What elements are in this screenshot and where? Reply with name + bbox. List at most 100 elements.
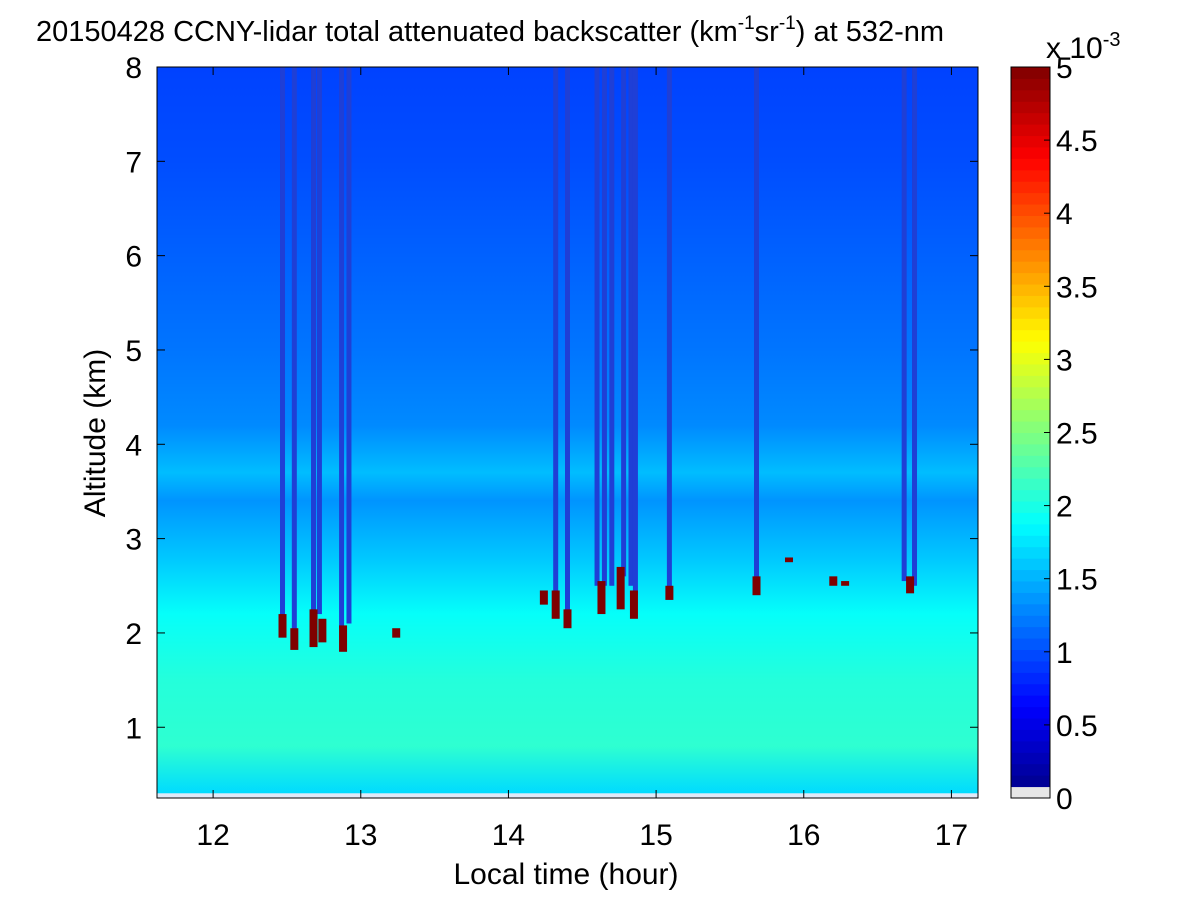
colorbar-band [1011, 398, 1050, 411]
colorbar-exponent: x 10-3 [1046, 29, 1121, 65]
colorbar-gradient [1011, 67, 1050, 799]
attenuated-column [912, 67, 918, 586]
colorbar-band [1011, 67, 1050, 79]
attenuated-column [565, 67, 570, 615]
colorbar-band [1011, 78, 1050, 91]
colorbar-band [1011, 786, 1050, 799]
cloud-patch [841, 581, 850, 586]
cloud-patch [290, 628, 299, 650]
colorbar-band [1011, 718, 1050, 730]
colorbar-band [1011, 318, 1050, 331]
y-tick-label: 8 [125, 52, 142, 85]
colorbar-band [1011, 192, 1050, 205]
colorbar-band [1011, 466, 1050, 479]
colorbar-tick-label: 1.5 [1056, 564, 1098, 597]
colorbar-band [1011, 626, 1050, 639]
colorbar-band [1011, 546, 1050, 559]
cloud-patch [752, 576, 761, 596]
y-tick-label: 7 [125, 146, 142, 179]
cloud-patch [392, 628, 401, 638]
cloud-patch [563, 609, 572, 629]
colorbar: 0 0.5 1 1.5 2 2.5 3 3.5 4 4.5 5 x 10-3 [1010, 29, 1121, 816]
colorbar-band [1011, 295, 1050, 308]
attenuated-column [316, 67, 322, 615]
cloud-patch [906, 576, 915, 594]
attenuated-column [621, 67, 627, 577]
colorbar-band [1011, 386, 1050, 399]
colorbar-band [1011, 740, 1050, 753]
colorbar-band [1011, 306, 1050, 319]
y-tick-label: 4 [125, 429, 142, 462]
attenuated-column [339, 67, 345, 629]
colorbar-band [1011, 706, 1050, 719]
y-tick-label: 5 [125, 335, 142, 368]
cloud-patch [665, 585, 674, 600]
colorbar-tick-label: 4.5 [1056, 125, 1098, 158]
colorbar-band [1011, 501, 1050, 513]
colorbar-band [1011, 558, 1050, 571]
colorbar-band [1011, 89, 1050, 102]
colorbar-band [1011, 352, 1050, 365]
colorbar-band [1011, 375, 1050, 388]
attenuated-column [632, 67, 638, 596]
colorbar-ticks: 0 0.5 1 1.5 2 2.5 3 3.5 4 4.5 5 [1044, 52, 1098, 816]
attenuated-column [280, 67, 286, 619]
attenuated-column [601, 67, 607, 586]
attenuated-column [666, 67, 672, 591]
attenuated-column [754, 67, 760, 582]
colorbar-band [1011, 146, 1050, 159]
colorbar-band [1011, 695, 1050, 708]
colorbar-band [1011, 672, 1050, 685]
colorbar-tick-label: 3.5 [1056, 271, 1098, 304]
colorbar-band [1011, 443, 1050, 456]
cloud-patch [278, 614, 287, 638]
attenuated-column [594, 67, 600, 586]
cloud-patch [784, 557, 793, 563]
attenuated-column [291, 67, 297, 633]
x-tick-label: 16 [787, 819, 820, 852]
colorbar-band [1011, 615, 1050, 628]
cloud-patch [309, 609, 318, 648]
colorbar-band [1011, 409, 1050, 422]
attenuated-column [346, 67, 352, 624]
blind-zone [157, 793, 978, 798]
plot-frame [156, 66, 979, 799]
cloud-patch [539, 590, 548, 605]
attenuated-column [609, 67, 615, 586]
colorbar-band [1011, 169, 1050, 182]
colorbar-band [1011, 752, 1050, 765]
cloud-patch [339, 625, 348, 652]
colorbar-tick-label: 3 [1056, 344, 1073, 377]
colorbar-band [1011, 363, 1050, 376]
attenuated-column [628, 67, 634, 586]
colorbar-band [1011, 523, 1050, 536]
colorbar-band [1011, 649, 1050, 662]
cloud-patch [318, 618, 327, 643]
colorbar-band [1011, 729, 1050, 742]
colorbar-band [1011, 226, 1050, 239]
colorbar-band [1011, 455, 1050, 468]
colorbar-band [1011, 580, 1050, 593]
colorbar-tick-label: 0.5 [1056, 710, 1098, 743]
colorbar-band [1011, 341, 1050, 354]
x-tick-label: 13 [344, 819, 377, 852]
colorbar-band [1011, 489, 1050, 502]
colorbar-band [1011, 124, 1050, 137]
x-tick-label: 17 [935, 819, 968, 852]
x-tick-label: 12 [196, 819, 229, 852]
colorbar-band [1011, 535, 1050, 548]
colorbar-tick-label: 2 [1056, 491, 1073, 524]
colorbar-tick-label: 0 [1056, 783, 1073, 816]
cloud-patch [551, 590, 560, 619]
colorbar-band [1011, 592, 1050, 605]
attenuated-columns-layer [280, 67, 918, 633]
colorbar-band [1011, 421, 1050, 433]
y-tick-label: 2 [125, 618, 142, 651]
y-tick-label: 3 [125, 524, 142, 557]
colorbar-band [1011, 683, 1050, 696]
colorbar-band [1011, 763, 1050, 776]
colorbar-tick-label: 5 [1056, 52, 1073, 85]
cloud-patch [597, 581, 606, 615]
x-axis-ticks: 12 13 14 15 16 17 [196, 67, 968, 852]
